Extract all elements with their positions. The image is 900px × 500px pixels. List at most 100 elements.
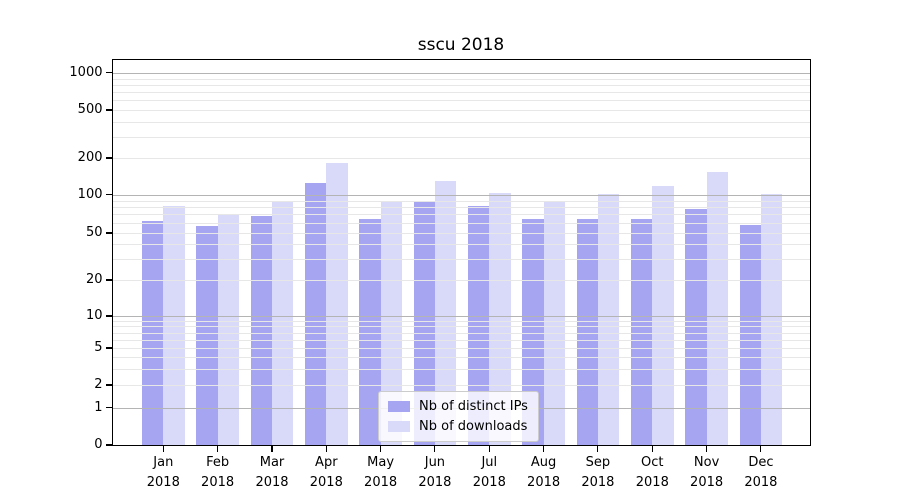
y-tick-mark-5 (106, 347, 112, 349)
y-tick-label-500: 500 (77, 102, 103, 117)
y-tick-label-200: 200 (77, 150, 103, 165)
x-tick-mark-oct (651, 445, 653, 452)
minor-gridline-600 (112, 100, 810, 102)
y-tick-mark-500 (106, 109, 112, 111)
minor-gridline-300 (112, 136, 810, 138)
y-tick-mark-10 (106, 315, 112, 317)
minor-gridline-5 (112, 348, 810, 349)
y-tick-label-10: 10 (85, 308, 103, 323)
bar-distinct-ips-mar (250, 216, 272, 445)
x-tick-mark-jan (162, 445, 164, 452)
x-tick-label-may: May 2018 (353, 453, 409, 493)
x-tick-label-oct: Oct 2018 (624, 453, 680, 493)
bar-distinct-ips-dec (739, 224, 761, 445)
bar-downloads-jun (434, 181, 457, 445)
x-tick-year: 2018 (581, 475, 615, 490)
y-tick-mark-200 (106, 157, 112, 159)
major-gridline-1000 (112, 72, 810, 74)
legend-label: Nb of downloads (419, 419, 528, 434)
x-tick-label-apr: Apr 2018 (298, 453, 354, 493)
minor-gridline-50 (112, 233, 810, 234)
legend: Nb of distinct IPs Nb of downloads (378, 391, 539, 442)
minor-gridline-800 (112, 84, 810, 86)
y-tick-mark-100 (106, 194, 112, 196)
x-tick-year: 2018 (744, 475, 778, 490)
minor-gridline-7 (112, 332, 810, 334)
minor-gridline-70 (112, 214, 810, 216)
x-tick-mark-apr (325, 445, 327, 452)
chart-title: sscu 2018 (417, 35, 505, 55)
bar-distinct-ips-may (359, 219, 381, 445)
bar-distinct-ips-apr (305, 182, 327, 445)
y-tick-label-20: 20 (85, 272, 103, 287)
x-tick-mark-dec (760, 445, 762, 452)
minor-gridline-9 (112, 320, 810, 322)
x-tick-year: 2018 (364, 475, 398, 490)
y-tick-label-2: 2 (94, 377, 103, 392)
x-tick-mark-aug (543, 445, 545, 452)
x-tick-label-feb: Feb 2018 (190, 453, 246, 493)
bar-distinct-ips-jun (413, 201, 435, 445)
y-tick-label-0: 0 (94, 437, 103, 452)
x-tick-label-aug: Aug 2018 (516, 453, 572, 493)
x-tick-label-jan: Jan 2018 (135, 453, 191, 493)
major-gridline-10 (112, 316, 810, 317)
minor-gridline-3 (112, 368, 810, 370)
bar-downloads-may (380, 200, 402, 445)
bar-distinct-ips-aug (522, 218, 544, 445)
minor-gridline-500 (112, 110, 810, 111)
minor-gridline-200 (112, 158, 810, 159)
bar-distinct-ips-sep (576, 219, 598, 445)
minor-gridline-4 (112, 357, 810, 358)
minor-gridline-20 (112, 280, 810, 281)
major-gridline-100 (112, 194, 810, 196)
x-tick-mark-mar (271, 445, 273, 452)
y-tick-label-1: 1 (94, 399, 103, 415)
legend-item-distinct-ips: Nb of distinct IPs (388, 399, 528, 414)
bar-downloads-dec (760, 193, 783, 445)
minor-gridline-60 (112, 222, 810, 224)
x-tick-mark-feb (217, 445, 219, 452)
y-tick-label-1000: 1000 (69, 64, 103, 80)
y-tick-mark-2 (106, 384, 112, 386)
y-tick-mark-20 (106, 279, 112, 281)
y-tick-mark-50 (106, 232, 112, 234)
bar-distinct-ips-oct (631, 219, 653, 445)
bar-downloads-oct (652, 185, 674, 445)
x-tick-label-jun: Jun 2018 (407, 453, 463, 493)
legend-item-downloads: Nb of downloads (388, 419, 528, 434)
bar-downloads-feb (217, 215, 239, 445)
bar-downloads-mar (272, 201, 294, 445)
x-tick-label-jul: Jul 2018 (461, 453, 517, 493)
minor-gridline-400 (112, 121, 810, 123)
y-tick-mark-0 (106, 444, 112, 446)
x-tick-label-nov: Nov 2018 (679, 453, 735, 493)
x-tick-mark-jul (488, 445, 490, 452)
y-tick-label-5: 5 (94, 340, 103, 355)
minor-gridline-6 (112, 339, 810, 341)
x-tick-mark-may (380, 445, 382, 452)
y-tick-label-50: 50 (85, 225, 103, 240)
bar-downloads-sep (597, 193, 620, 445)
x-tick-year: 2018 (472, 475, 506, 490)
minor-gridline-80 (112, 207, 810, 208)
minor-gridline-700 (112, 91, 810, 93)
legend-label: Nb of distinct IPs (419, 399, 528, 414)
x-tick-year: 2018 (201, 475, 235, 490)
y-tick-mark-1 (106, 406, 112, 409)
x-tick-mark-nov (706, 445, 708, 452)
x-tick-year: 2018 (527, 475, 561, 490)
minor-gridline-40 (112, 244, 810, 246)
legend-swatch-downloads (388, 421, 410, 432)
x-tick-year: 2018 (690, 475, 724, 490)
y-tick-label-100: 100 (77, 186, 103, 202)
bar-downloads-jul (489, 193, 511, 445)
x-tick-year: 2018 (146, 475, 180, 490)
minor-gridline-2 (112, 385, 810, 386)
x-tick-mark-sep (597, 445, 599, 452)
bar-downloads-apr (326, 163, 348, 445)
x-tick-year: 2018 (418, 475, 452, 490)
y-tick-mark-1000 (106, 72, 112, 74)
minor-gridline-8 (112, 326, 810, 328)
